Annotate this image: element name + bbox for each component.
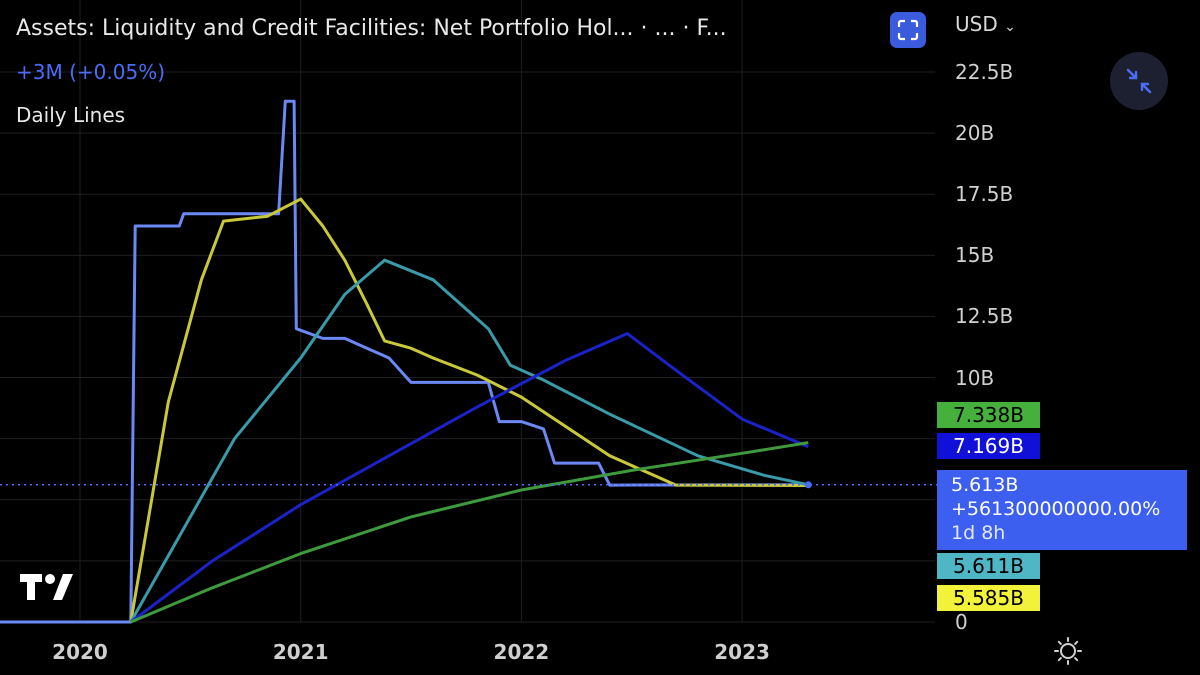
- chevron-down-icon: ⌄: [1004, 19, 1016, 35]
- series-line-4: [129, 332, 809, 624]
- fullscreen-button[interactable]: [890, 12, 926, 48]
- y-tick-label: 22.5B: [955, 60, 1014, 84]
- last-value-tag: 5.611B: [937, 553, 1040, 579]
- price-tag: 5.613B +561300000000.00% 1d 8h: [937, 470, 1187, 550]
- x-tick-label: 2021: [272, 640, 329, 664]
- collapse-arrows-icon: [1126, 68, 1152, 94]
- price-dot: [804, 481, 812, 489]
- price-tag-countdown: 1d 8h: [951, 522, 1006, 544]
- fullscreen-icon: [897, 19, 919, 41]
- x-tick-label: 2022: [493, 640, 550, 664]
- gear-icon: [1054, 637, 1082, 665]
- last-value-tag: 7.338B: [937, 402, 1040, 428]
- currency-label: USD: [955, 12, 998, 36]
- y-tick-label: 0: [955, 610, 968, 634]
- series-line-2: [129, 197, 809, 623]
- last-value-tag: 5.585B: [937, 585, 1040, 611]
- currency-selector[interactable]: USD ⌄: [955, 12, 1016, 36]
- settings-button[interactable]: [1053, 636, 1083, 670]
- price-tag-value: 5.613B: [951, 474, 1019, 496]
- collapse-button[interactable]: [1110, 52, 1168, 110]
- chart-title: Assets: Liquidity and Credit Facilities:…: [16, 16, 727, 41]
- price-tag-change: +561300000000.00%: [951, 498, 1161, 520]
- y-tick-label: 10B: [955, 365, 995, 390]
- chart-style-label[interactable]: Daily Lines: [16, 103, 126, 127]
- x-tick-label: 2023: [714, 640, 770, 664]
- last-value-tag: 7.169B: [937, 433, 1040, 459]
- y-tick-label: 17.5B: [955, 182, 1014, 207]
- y-tick-label: 20B: [955, 121, 995, 146]
- change-readout: +3M (+0.05%): [16, 60, 165, 84]
- y-tick-label: 12.5B: [955, 304, 1014, 329]
- series-line-5: [130, 441, 809, 624]
- x-tick-label: 2020: [52, 640, 108, 664]
- y-tick-label: 15B: [955, 243, 995, 268]
- series-line-1: [0, 99, 809, 624]
- tradingview-logo[interactable]: [18, 570, 78, 606]
- series-line-3: [129, 258, 809, 623]
